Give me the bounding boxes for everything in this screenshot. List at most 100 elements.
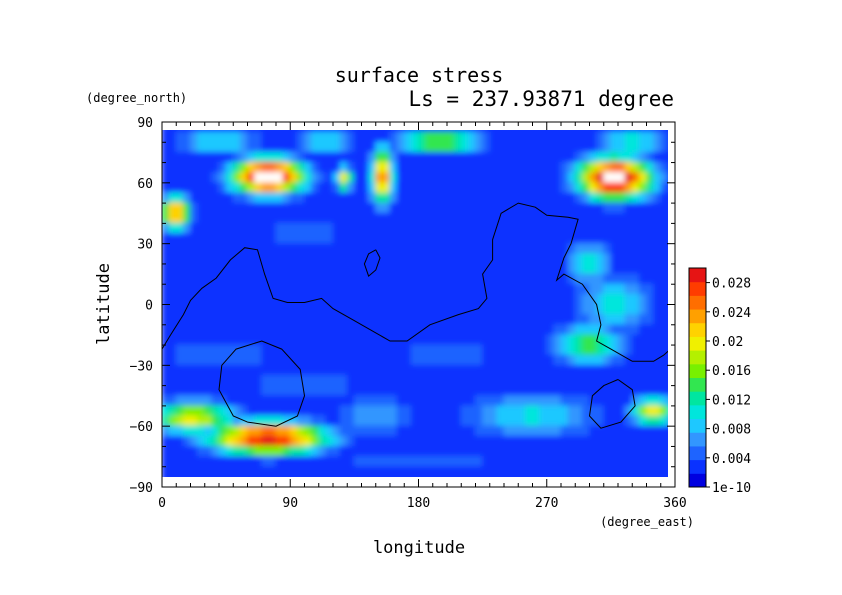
field-cell — [460, 344, 469, 356]
field-cell — [510, 222, 519, 235]
field-cell — [232, 334, 241, 346]
field-cell — [581, 162, 590, 174]
field-cell — [346, 212, 355, 224]
field-cell — [261, 314, 270, 326]
field-cell — [289, 334, 298, 346]
field-cell — [318, 334, 327, 346]
field-cell — [418, 445, 427, 458]
field-cell — [532, 130, 541, 133]
field-cell — [218, 293, 227, 305]
field-cell — [517, 162, 526, 174]
field-cell — [239, 151, 248, 164]
field-cell — [646, 324, 655, 336]
field-cell — [539, 253, 548, 265]
field-cell — [446, 456, 455, 468]
field-cell — [510, 263, 519, 275]
field-cell — [418, 344, 427, 356]
field-cell — [482, 354, 491, 366]
field-cell — [232, 283, 241, 295]
field-cell — [603, 192, 612, 204]
field-cell — [275, 415, 284, 427]
field-cell — [532, 233, 541, 245]
field-cell — [610, 130, 619, 133]
field-cell — [197, 324, 206, 336]
field-cell — [162, 151, 170, 164]
field-cell — [211, 131, 220, 143]
field-cell — [339, 202, 348, 214]
field-cell — [517, 334, 526, 346]
field-cell — [510, 425, 519, 437]
field-cell — [339, 263, 348, 275]
field-cell — [296, 314, 305, 326]
field-cell — [275, 395, 284, 407]
field-cell — [182, 304, 191, 316]
field-cell — [503, 304, 512, 316]
field-cell — [553, 374, 562, 387]
field-cell — [375, 283, 384, 295]
field-cell — [410, 243, 419, 255]
field-cell — [204, 304, 213, 316]
field-cell — [610, 293, 619, 305]
field-cell — [631, 395, 640, 407]
field-cell — [403, 141, 412, 153]
field-cell — [524, 405, 533, 417]
field-cell — [546, 334, 555, 346]
field-cell — [353, 151, 362, 164]
field-cell — [653, 445, 662, 458]
field-cell — [660, 182, 668, 194]
field-cell — [425, 415, 434, 427]
field-cell — [318, 182, 327, 194]
field-cell — [268, 435, 277, 447]
field-cell — [232, 415, 241, 427]
field-cell — [325, 162, 334, 174]
field-cell — [425, 151, 434, 164]
field-cell — [318, 253, 327, 265]
field-cell — [218, 151, 227, 164]
field-cell — [660, 344, 668, 356]
field-cell — [296, 253, 305, 265]
field-cell — [304, 141, 313, 153]
field-cell — [553, 222, 562, 235]
field-cell — [218, 395, 227, 407]
field-cell — [382, 192, 391, 204]
field-cell — [646, 425, 655, 437]
field-cell — [162, 192, 170, 204]
field-cell — [275, 202, 284, 214]
field-cell — [482, 243, 491, 255]
field-cell — [339, 192, 348, 204]
field-cell — [467, 385, 476, 397]
field-cell — [232, 253, 241, 265]
field-cell — [346, 364, 355, 376]
field-cell — [254, 395, 263, 407]
field-cell — [603, 334, 612, 346]
field-cell — [325, 222, 334, 235]
field-cell — [353, 395, 362, 407]
field-cell — [646, 182, 655, 194]
field-cell — [375, 192, 384, 204]
field-cell — [624, 151, 633, 164]
field-cell — [247, 476, 256, 477]
field-cell — [339, 182, 348, 194]
field-cell — [660, 233, 668, 245]
field-cell — [197, 314, 206, 326]
field-cell — [225, 202, 234, 214]
field-cell — [539, 385, 548, 397]
field-cell — [617, 466, 626, 477]
field-cell — [524, 212, 533, 224]
field-cell — [197, 273, 206, 285]
field-cell — [660, 293, 668, 305]
field-cell — [254, 182, 263, 194]
field-cell — [646, 172, 655, 184]
field-cell — [489, 182, 498, 194]
field-cell — [546, 253, 555, 265]
field-cell — [660, 374, 668, 387]
field-cell — [339, 314, 348, 326]
field-cell — [282, 131, 291, 143]
field-cell — [353, 445, 362, 458]
field-cell — [225, 354, 234, 366]
field-cell — [453, 354, 462, 366]
field-cell — [190, 151, 199, 164]
field-cell — [382, 476, 391, 477]
field-cell — [624, 456, 633, 468]
field-cell — [660, 354, 668, 366]
